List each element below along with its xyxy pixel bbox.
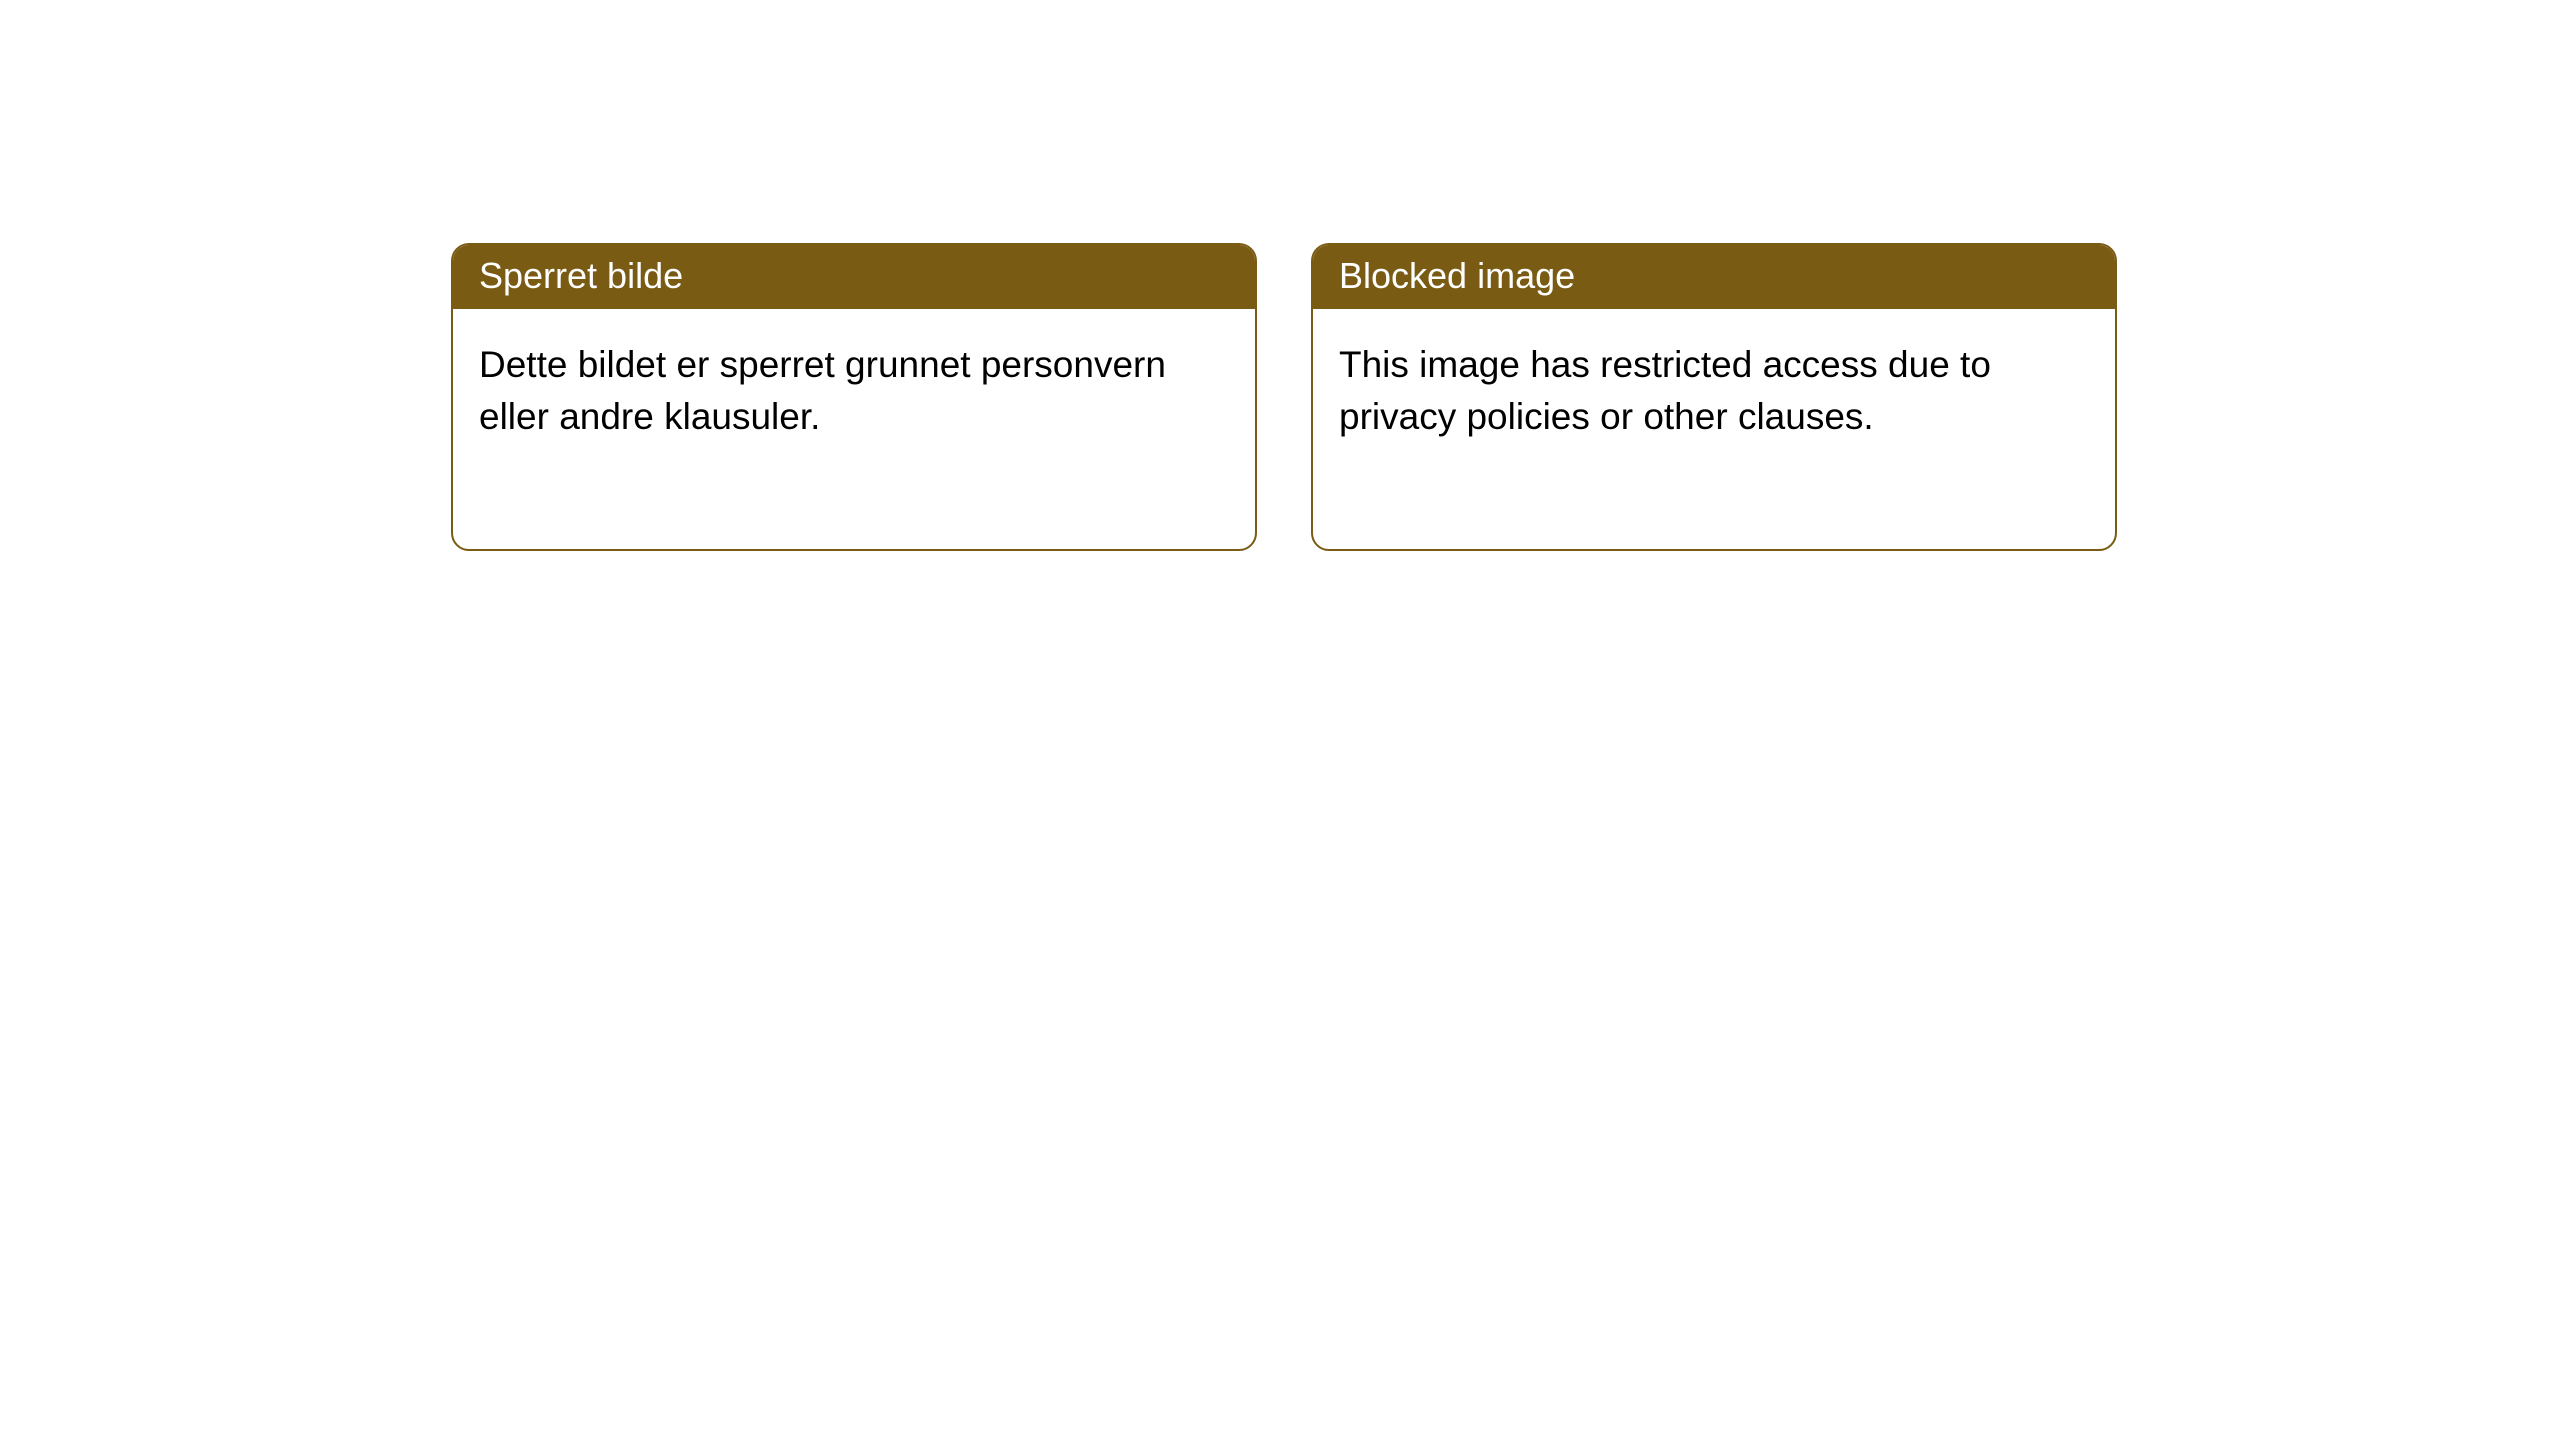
- card-title: Blocked image: [1339, 255, 1575, 296]
- notice-container: Sperret bilde Dette bildet er sperret gr…: [451, 243, 2117, 551]
- blocked-image-card-en: Blocked image This image has restricted …: [1311, 243, 2117, 551]
- blocked-image-card-no: Sperret bilde Dette bildet er sperret gr…: [451, 243, 1257, 551]
- card-body-no: Dette bildet er sperret grunnet personve…: [453, 309, 1255, 549]
- card-header-en: Blocked image: [1313, 245, 2115, 309]
- card-message: This image has restricted access due to …: [1339, 344, 1991, 437]
- card-title: Sperret bilde: [479, 255, 683, 296]
- card-message: Dette bildet er sperret grunnet personve…: [479, 344, 1166, 437]
- card-body-en: This image has restricted access due to …: [1313, 309, 2115, 549]
- card-header-no: Sperret bilde: [453, 245, 1255, 309]
